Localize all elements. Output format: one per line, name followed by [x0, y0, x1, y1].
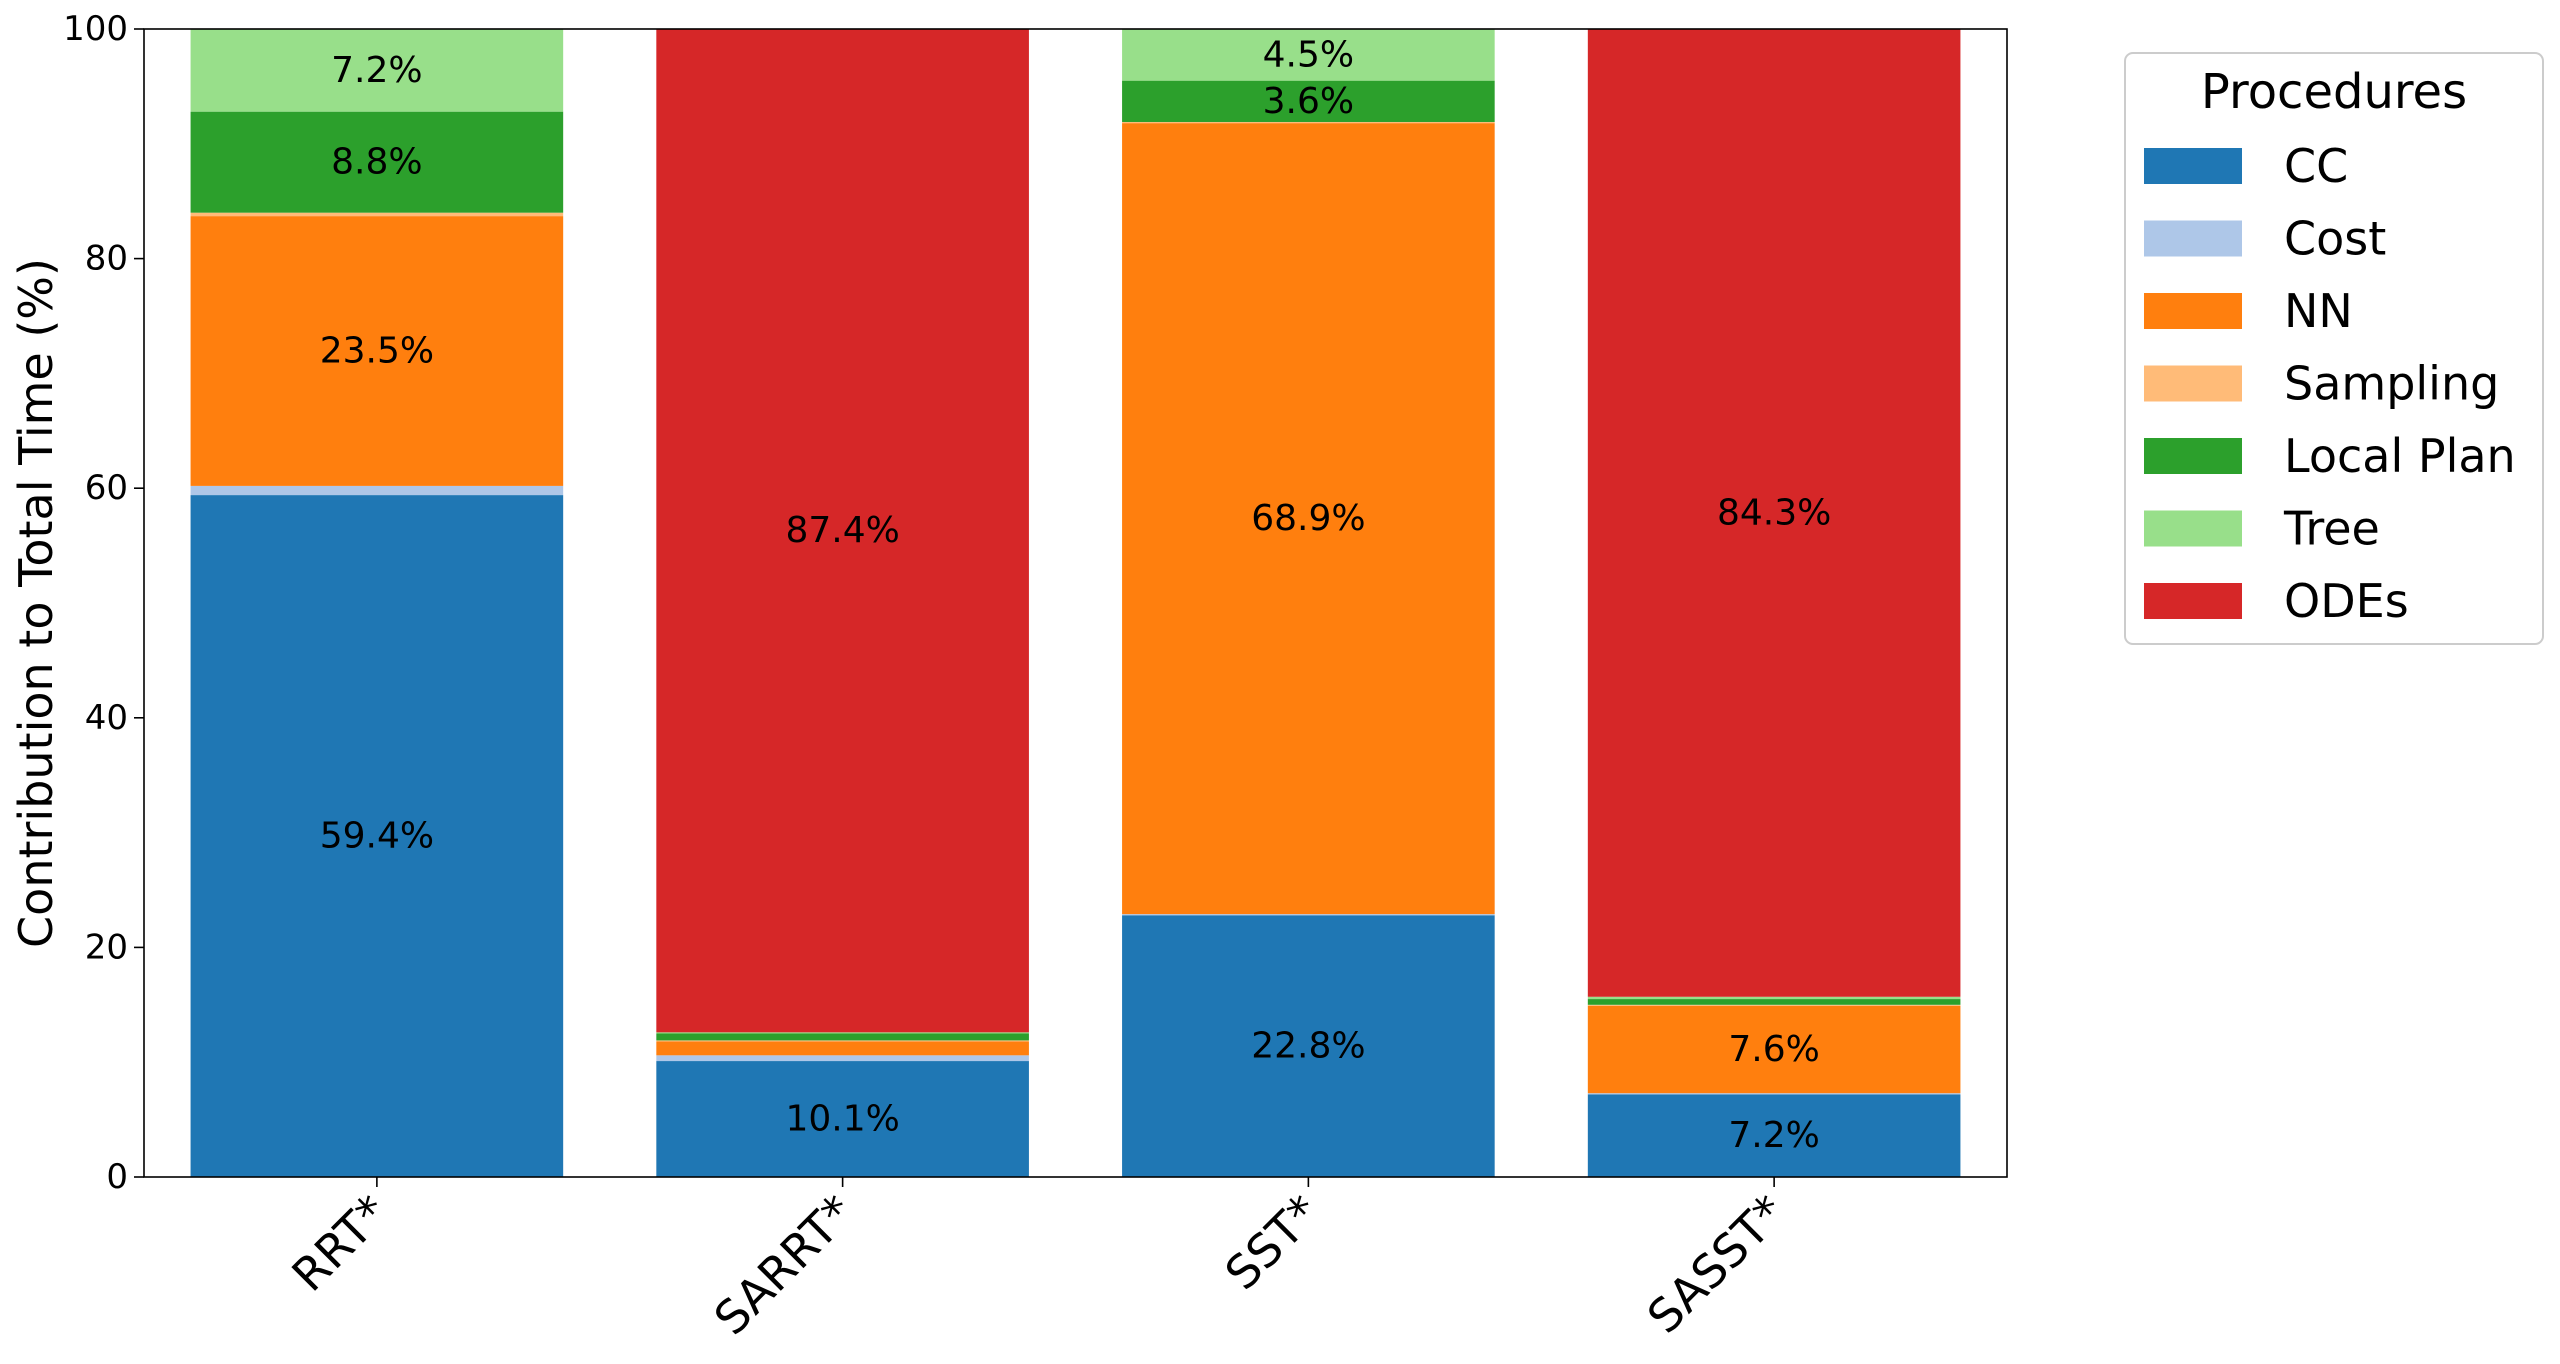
- bar-sarrt-local-plan: [656, 1033, 1029, 1041]
- data-label-sasst-nn: 7.6%: [1728, 1029, 1819, 1070]
- legend-items: CC Cost NN Sampling Local Plan Tree ODEs: [2144, 139, 2516, 628]
- y-tick-label-100: 100: [63, 9, 128, 49]
- legend-swatch-local-plan: [2144, 438, 2242, 474]
- data-label-sasst-odes: 84.3%: [1717, 492, 1831, 533]
- x-axis: RRT* SARRT* SST* SASST*: [281, 1177, 1796, 1346]
- legend: Procedures CC Cost NN Sampling Local Plan Tre…: [2124, 52, 2544, 645]
- bar-rrt-nn: [190, 216, 564, 486]
- legend-label-local-plan: Local Plan: [2284, 429, 2516, 483]
- y-tick-label-80: 80: [85, 239, 128, 279]
- bar-sasst-cc: [1587, 1094, 1961, 1177]
- x-tick-label-sasst: SASST*: [1637, 1185, 1796, 1344]
- y-axis-label: Contribution to Total Time (%): [9, 258, 63, 948]
- bar-sarrt-cc: [656, 1061, 1029, 1177]
- bar-sarrt-sampling: [656, 1040, 1029, 1042]
- bar-rrt-cost: [190, 485, 564, 496]
- legend-label-tree: Tree: [2283, 502, 2380, 556]
- bar-sasst-sampling: [1587, 1004, 1961, 1006]
- data-label-rrt-tree: 7.2%: [331, 50, 422, 91]
- data-label-sst-cc: 22.8%: [1251, 1026, 1365, 1067]
- bar-sst-cost: [1122, 914, 1495, 916]
- legend-label-cc: CC: [2284, 139, 2348, 193]
- x-tick-label-rrt: RRT*: [281, 1185, 398, 1302]
- bar-sst-cc: [1122, 915, 1495, 1177]
- y-tick-label-0: 0: [106, 1157, 128, 1197]
- bar-sst-nn: [1122, 123, 1495, 915]
- x-tick-label-sst: SST*: [1215, 1185, 1331, 1301]
- data-label-sst-nn: 68.9%: [1251, 498, 1365, 539]
- legend-swatch-cc: [2144, 148, 2242, 184]
- data-label-rrt-cc: 59.4%: [320, 816, 434, 857]
- legend-swatch-nn: [2144, 293, 2242, 329]
- legend-swatch-tree: [2144, 510, 2242, 547]
- bar-sasst-tree: [1587, 996, 1961, 1000]
- legend-label-odes: ODEs: [2284, 574, 2409, 628]
- data-label-rrt-local-plan: 8.8%: [331, 142, 422, 183]
- data-labels-layer: 59.4% 23.5% 8.8% 7.2% 10.1% 87.4% 22.8% 68.9% 3.…: [320, 34, 1832, 1156]
- x-tick-label-sarrt: SARRT*: [704, 1185, 865, 1346]
- y-tick-label-20: 20: [85, 927, 128, 967]
- bar-sst-local-plan: [1122, 80, 1495, 122]
- bar-sasst-cost: [1587, 1093, 1961, 1095]
- data-label-sarrt-cc: 10.1%: [785, 1099, 899, 1140]
- data-label-sarrt-odes: 87.4%: [785, 510, 899, 551]
- legend-label-nn: NN: [2284, 284, 2353, 338]
- bar-sasst-local-plan: [1587, 999, 1961, 1005]
- y-tick-label-60: 60: [85, 468, 128, 508]
- legend-label-sampling: Sampling: [2284, 357, 2499, 411]
- data-label-rrt-nn: 23.5%: [320, 331, 434, 372]
- bars-layer: [190, 29, 1961, 1177]
- legend-swatch-odes: [2144, 583, 2242, 619]
- legend-frame: [2124, 52, 2544, 645]
- bar-sarrt-odes: [656, 29, 1029, 1033]
- bar-rrt-sampling: [190, 212, 564, 217]
- bar-sarrt-nn: [656, 1041, 1029, 1056]
- data-label-sasst-cc: 7.2%: [1728, 1115, 1819, 1156]
- bar-sst-tree: [1122, 29, 1495, 81]
- bar-rrt-tree: [190, 29, 564, 112]
- bar-sasst-nn: [1587, 1005, 1961, 1094]
- legend-label-cost: Cost: [2284, 212, 2386, 266]
- bar-sst-sampling: [1122, 121, 1495, 124]
- legend-swatch-cost: [2144, 220, 2242, 257]
- y-tick-label-40: 40: [85, 698, 128, 738]
- data-label-sst-local-plan: 3.6%: [1263, 81, 1354, 122]
- bar-sarrt-cost: [656, 1055, 1029, 1062]
- legend-swatch-sampling: [2144, 365, 2242, 402]
- bar-rrt-local-plan: [190, 111, 564, 213]
- plot-area-frame: [143, 28, 2008, 1178]
- legend-title: Procedures: [2201, 64, 2467, 120]
- bar-sarrt-tree: [656, 1032, 1029, 1034]
- bar-rrt-cc: [190, 495, 564, 1177]
- bar-sasst-odes: [1587, 29, 1961, 997]
- y-axis: 0 20 40 60 80 100: [63, 9, 144, 1197]
- data-label-sst-tree: 4.5%: [1263, 34, 1354, 75]
